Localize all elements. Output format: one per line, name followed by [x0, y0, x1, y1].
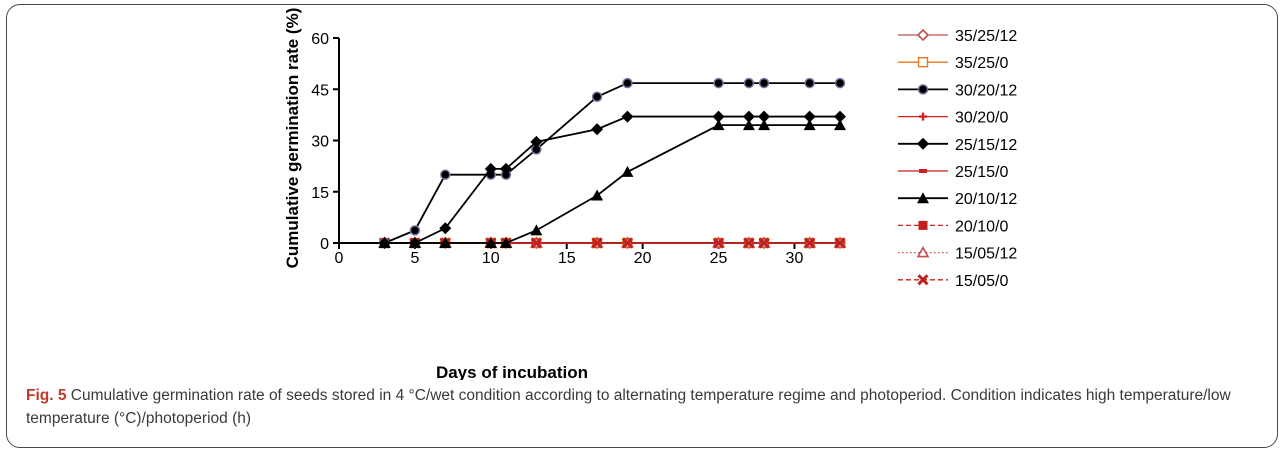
y-tick-label: 45 — [311, 82, 329, 99]
legend-marker — [916, 28, 930, 42]
x-tick-label: 0 — [335, 250, 344, 267]
legend-label: 20/10/12 — [955, 191, 1017, 208]
data-point — [712, 237, 725, 249]
legend-label: 35/25/12 — [955, 28, 1017, 45]
data-point — [621, 165, 634, 177]
data-point — [439, 237, 452, 248]
legend-item: 30/20/12 — [898, 82, 1017, 99]
legend-label: 25/15/0 — [955, 164, 1008, 181]
series-25-15-12 — [378, 110, 846, 249]
data-point — [834, 110, 846, 123]
data-point — [530, 224, 543, 236]
data-point — [591, 189, 604, 201]
legend-item: 25/15/0 — [898, 164, 1008, 181]
x-tick-label: 30 — [786, 250, 804, 267]
data-point — [530, 135, 543, 148]
legend-marker — [919, 112, 927, 121]
y-tick-label: 30 — [311, 134, 329, 151]
legend-label: 20/10/0 — [955, 218, 1008, 235]
data-point — [758, 237, 770, 249]
y-tick-label: 60 — [311, 31, 329, 48]
data-point — [712, 119, 725, 131]
data-point — [408, 237, 421, 248]
data-point — [484, 237, 497, 248]
data-point — [591, 237, 603, 249]
legend-marker — [916, 245, 930, 258]
legend-label: 35/25/0 — [955, 55, 1008, 72]
data-point — [834, 77, 846, 89]
series-line — [384, 115, 840, 244]
data-point — [530, 237, 542, 249]
data-point — [803, 110, 816, 123]
data-point — [743, 77, 755, 89]
legend-label: 25/15/12 — [955, 137, 1017, 154]
data-point — [758, 119, 771, 131]
legend-item: 35/25/0 — [898, 55, 1008, 72]
y-tick-label: 0 — [320, 236, 329, 253]
legend-marker — [918, 220, 928, 230]
series-20-10-12 — [378, 119, 846, 248]
data-point — [500, 237, 512, 248]
data-point — [484, 162, 497, 175]
data-point — [742, 110, 755, 123]
legend-label: 30/20/0 — [955, 110, 1008, 127]
data-point — [804, 237, 816, 249]
data-point — [712, 110, 725, 123]
figure-label: Fig. 5 — [26, 387, 67, 404]
chart-legend: 35/25/12 35/25/0 30/20/12 30/20/0 25/15/12 25… — [898, 28, 1017, 290]
legend-label: 15/05/12 — [955, 246, 1017, 263]
series-line — [384, 124, 840, 244]
data-point — [591, 91, 603, 103]
legend-marker — [917, 192, 929, 204]
data-point — [713, 77, 724, 89]
data-point — [742, 119, 755, 131]
legend-item: 30/20/0 — [898, 110, 1008, 127]
data-point — [803, 119, 816, 131]
data-point — [804, 77, 815, 89]
x-tick-label: 5 — [410, 250, 419, 267]
legend-label: 15/05/0 — [955, 273, 1008, 290]
legend-marker — [917, 274, 929, 286]
legend-marker — [917, 137, 929, 150]
data-point — [409, 225, 421, 236]
legend-label: 30/20/12 — [955, 82, 1017, 99]
data-point — [758, 77, 770, 89]
x-tick-label: 15 — [558, 250, 576, 267]
chart-axes: 0 15 30 45 60 0 5 10 15 20 25 30 — [311, 31, 840, 267]
legend-item: 20/10/12 — [898, 191, 1017, 208]
data-point — [378, 237, 391, 248]
data-point — [591, 123, 604, 136]
chart-series — [378, 77, 847, 250]
legend-marker — [917, 57, 929, 68]
data-point — [621, 110, 634, 123]
data-point — [440, 169, 451, 180]
data-point — [622, 77, 633, 89]
x-axis-label: Days of incubation — [436, 363, 588, 380]
legend-item: 25/15/12 — [898, 137, 1017, 154]
caption-text: Cumulative germination rate of seeds sto… — [26, 387, 1231, 427]
data-point — [500, 162, 512, 175]
legend-item: 35/25/12 — [898, 28, 1017, 45]
data-point — [834, 119, 846, 131]
legend-marker — [917, 84, 929, 95]
x-tick-label: 25 — [710, 250, 728, 267]
legend-marker — [919, 169, 927, 173]
x-tick-label: 20 — [634, 250, 652, 267]
data-point — [834, 237, 846, 249]
figure-caption: Fig. 5 Cumulative germination rate of se… — [26, 384, 1256, 430]
data-point — [621, 237, 634, 249]
germination-chart: 0 15 30 45 60 0 5 10 15 20 25 30 35/25/12 35/25/0 30/… — [283, 8, 1017, 380]
legend-item: 15/05/0 — [898, 273, 1008, 290]
figure-frame — [6, 4, 1278, 448]
y-tick-label: 15 — [311, 185, 329, 202]
data-point — [743, 237, 755, 249]
legend-item: 15/05/12 — [898, 246, 1017, 263]
x-tick-label: 10 — [482, 250, 500, 267]
legend-item: 20/10/0 — [898, 218, 1008, 235]
y-axis-label: Cumulative germination rate (%) — [283, 8, 302, 269]
data-point — [758, 110, 771, 123]
data-point — [439, 222, 452, 235]
